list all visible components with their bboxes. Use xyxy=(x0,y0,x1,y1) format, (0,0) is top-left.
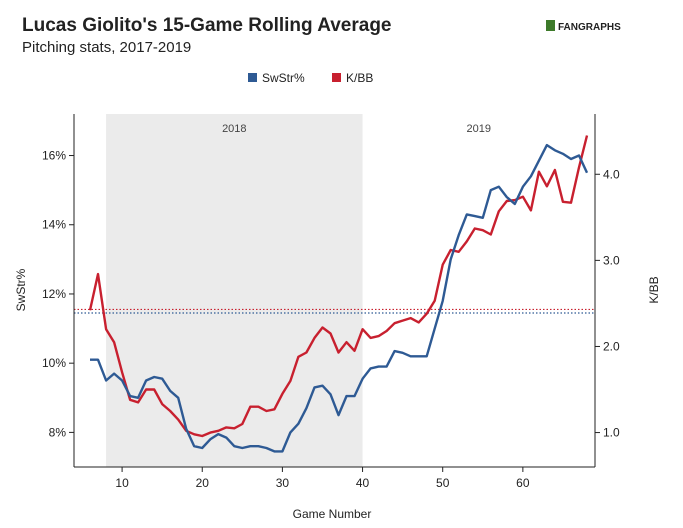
series-line-swstr xyxy=(90,143,589,453)
region-label-2018: 2018 xyxy=(222,123,246,135)
y-axis-right-label: K/BB xyxy=(647,276,661,303)
x-tick-label: 20 xyxy=(196,476,210,490)
y-right-tick-label: 2.0 xyxy=(603,339,620,353)
y-left-tick-label: 14% xyxy=(42,218,66,232)
legend-swatch-swstr xyxy=(248,73,257,82)
legend-label-swstr: SwStr% xyxy=(262,71,305,85)
y-left-tick-label: 12% xyxy=(42,287,66,301)
x-tick-label: 40 xyxy=(356,476,370,490)
legend-label-kbb: K/BB xyxy=(346,71,373,85)
x-tick-label: 30 xyxy=(276,476,290,490)
fangraphs-logo-mark xyxy=(546,20,555,31)
fangraphs-logo: FANGRAPHS xyxy=(546,20,621,33)
y-right-tick-label: 4.0 xyxy=(603,167,620,181)
chart-subtitle: Pitching stats, 2017-2019 xyxy=(22,39,191,56)
y-axis-right-ticks: 1.0 2.0 3.0 4.0 xyxy=(595,167,620,440)
region-label-2019: 2019 xyxy=(467,123,491,135)
y-left-tick-label: 8% xyxy=(49,425,67,439)
series-line-kbb xyxy=(88,135,589,438)
y-right-tick-label: 1.0 xyxy=(603,426,620,440)
x-tick-label: 60 xyxy=(516,476,530,490)
plot-area: 2018 2019 xyxy=(73,114,596,468)
y-axis-left-label: SwStr% xyxy=(14,268,28,311)
x-tick-label: 50 xyxy=(436,476,450,490)
x-axis-ticks: 10 20 30 40 50 60 xyxy=(115,467,530,490)
y-left-tick-label: 16% xyxy=(42,149,66,163)
legend: SwStr% K/BB xyxy=(248,71,373,85)
fangraphs-logo-text: FANGRAPHS xyxy=(558,22,621,33)
legend-swatch-kbb xyxy=(332,73,341,82)
x-axis-label: Game Number xyxy=(293,507,372,521)
y-axis-left-ticks: 8% 10% 12% 14% 16% xyxy=(42,149,74,439)
y-right-tick-label: 3.0 xyxy=(603,253,620,267)
x-tick-label: 10 xyxy=(115,476,129,490)
region-2018-shading xyxy=(106,114,363,467)
chart-title: Lucas Giolito's 15-Game Rolling Average xyxy=(22,15,392,36)
y-left-tick-label: 10% xyxy=(42,356,66,370)
